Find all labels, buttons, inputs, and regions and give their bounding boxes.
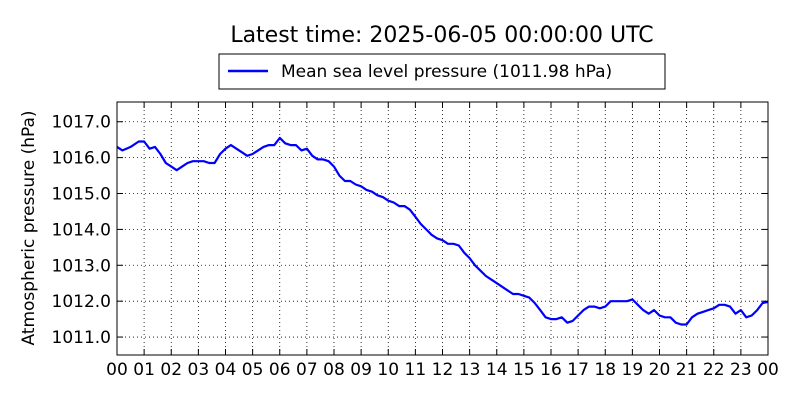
x-tick-label: 11	[405, 360, 427, 380]
y-axis-label: Atmospheric pressure (hPa)	[19, 110, 39, 345]
x-tick-label: 07	[296, 360, 318, 380]
y-tick-labels: 1011.0 1012.0 1013.0 1014.0 1015.0 1016.0 1017…	[52, 113, 111, 348]
y-tick-label: 1012.0	[52, 292, 111, 312]
chart-title: Latest time: 2025-06-05 00:00:00 UTC	[230, 23, 653, 48]
x-tick-label: 01	[133, 360, 155, 380]
y-tick-label: 1016.0	[52, 149, 111, 169]
y-tick-label: 1015.0	[52, 185, 111, 205]
x-tick-label: 18	[594, 360, 616, 380]
x-tick-label: 06	[269, 360, 291, 380]
ticks	[116, 102, 769, 355]
x-tick-label: 15	[513, 360, 535, 380]
x-tick-label: 04	[215, 360, 237, 380]
x-tick-label: 22	[703, 360, 725, 380]
x-tick-label: 09	[350, 360, 372, 380]
series-line	[116, 136, 769, 326]
x-tick-label: 17	[567, 360, 589, 380]
x-tick-labels: 00 01 02 03 04 05 06 07 08 09 10 11 12 13 14 15 16 17 18 19…	[106, 360, 779, 380]
x-tick-label: 21	[676, 360, 698, 380]
x-tick-label: 19	[622, 360, 644, 380]
legend: Mean sea level pressure (1011.98 hPa)	[218, 53, 666, 90]
legend-box	[218, 53, 666, 90]
y-tick-label: 1014.0	[52, 220, 111, 240]
x-tick-label: 08	[323, 360, 345, 380]
y-tick-label: 1013.0	[52, 256, 111, 276]
x-tick-label: 16	[540, 360, 562, 380]
x-tick-label: 23	[730, 360, 752, 380]
x-tick-label: 00	[106, 360, 128, 380]
y-tick-label: 1017.0	[52, 113, 111, 133]
y-tick-label: 1011.0	[52, 328, 111, 348]
legend-label: Mean sea level pressure (1011.98 hPa)	[281, 62, 612, 82]
x-tick-label: 03	[188, 360, 210, 380]
x-tick-label: 14	[486, 360, 508, 380]
series-layer	[116, 136, 769, 326]
x-tick-label: 10	[377, 360, 399, 380]
x-tick-label: 00	[757, 360, 779, 380]
grid	[117, 102, 768, 355]
x-tick-label: 12	[432, 360, 454, 380]
x-tick-label: 13	[459, 360, 481, 380]
x-tick-label: 02	[160, 360, 182, 380]
x-tick-label: 05	[242, 360, 264, 380]
x-tick-label: 20	[649, 360, 671, 380]
